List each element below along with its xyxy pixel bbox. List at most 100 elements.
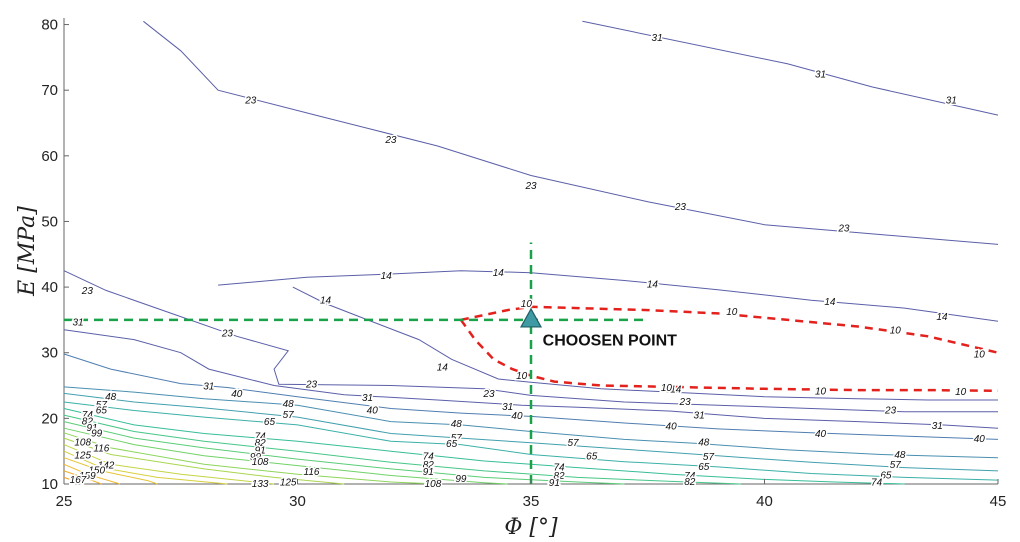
highlight-contour-line — [459, 319, 999, 393]
contour-label: 99 — [250, 452, 262, 463]
contour-label: 167 — [70, 475, 87, 486]
contour-line — [63, 270, 998, 413]
x-tick-label: 30 — [289, 493, 306, 510]
contour-label: 14 — [437, 363, 449, 374]
y-tick-label: 70 — [41, 82, 58, 99]
contour-label: 74 — [684, 471, 696, 482]
contour-label: 23 — [884, 405, 897, 416]
contour-label: 48 — [698, 437, 710, 448]
x-tick-label: 25 — [56, 493, 73, 510]
contour-label: 10 — [955, 387, 967, 398]
contour-line — [63, 432, 438, 485]
contour-label: 31 — [362, 393, 373, 404]
contour-label: 74 — [255, 432, 267, 443]
contour-label: 48 — [283, 399, 295, 410]
x-axis-title: Φ [°] — [504, 515, 558, 540]
contour-label: 57 — [96, 400, 108, 411]
y-tick-label: 40 — [41, 279, 58, 296]
contour-label: 82 — [255, 438, 267, 449]
contour-label: 14 — [647, 279, 659, 290]
highlight-contours — [459, 305, 999, 393]
contour-label: 57 — [567, 438, 579, 449]
contour-line — [63, 427, 508, 485]
contour-label: 142 — [98, 460, 115, 471]
contour-label: 14 — [824, 297, 836, 308]
contour-label: 57 — [890, 460, 902, 471]
chosen-point-label: CHOOSEN POINT — [543, 333, 677, 350]
contour-label: 23 — [81, 286, 94, 297]
contour-label: 40 — [367, 405, 379, 416]
contour-label: 48 — [894, 450, 906, 461]
contour-label: 74 — [871, 478, 883, 489]
contour-label: 65 — [264, 417, 276, 428]
contour-label: 14 — [670, 384, 682, 395]
contour-label: 23 — [674, 202, 687, 213]
contour-label: 40 — [815, 429, 827, 440]
contour-label: 48 — [105, 392, 117, 403]
contour-label: 91 — [86, 423, 97, 434]
guide-lines — [64, 242, 648, 484]
contour-label: 31 — [502, 402, 513, 413]
contour-label: 74 — [82, 410, 94, 421]
y-tick-label: 20 — [41, 410, 58, 427]
contour-label: 108 — [74, 437, 91, 448]
contour-label: 23 — [482, 389, 495, 400]
contour-line — [63, 392, 999, 472]
contour-label: 74 — [553, 462, 565, 473]
contour-label: 57 — [451, 433, 463, 444]
x-tick-label: 40 — [756, 493, 773, 510]
contour-label: 14 — [381, 271, 393, 282]
contour-line — [63, 329, 999, 429]
contour-label: 116 — [304, 467, 320, 478]
contour-line — [63, 444, 275, 485]
contour-label: 31 — [203, 382, 214, 393]
contour-line — [63, 476, 83, 485]
contour-label: 159 — [79, 471, 96, 482]
contour-label: 10 — [521, 299, 533, 310]
contour-label: 108 — [252, 457, 269, 468]
axis-ticks: 25 30 35 40 45 10 20 30 40 50 60 70 80 — [41, 17, 1006, 510]
contour-label: 57 — [703, 452, 715, 463]
contour-label: 14 — [493, 268, 505, 279]
contour-label: 31 — [652, 33, 663, 44]
contour-label: 31 — [72, 317, 83, 328]
contour-lines — [63, 20, 999, 485]
contour-line — [63, 463, 121, 485]
contour-label: 31 — [815, 69, 826, 80]
contour-line — [63, 401, 999, 481]
contour-label: 10 — [661, 383, 673, 394]
contour-label: 10 — [815, 386, 827, 397]
contour-line — [582, 20, 999, 116]
contour-label: 108 — [425, 479, 442, 490]
x-tick-label: 45 — [990, 493, 1007, 510]
contour-label: 10 — [890, 325, 902, 336]
contour-label: 23 — [679, 397, 692, 408]
x-tick-label: 35 — [523, 493, 540, 510]
contour-label: 23 — [837, 224, 850, 235]
contour-label: 91 — [423, 467, 434, 478]
contour-label: 74 — [423, 451, 435, 462]
contour-label: 91 — [255, 445, 266, 456]
contour-label: 82 — [553, 471, 565, 482]
contour-label: 65 — [96, 405, 108, 416]
contour-label: 99 — [455, 474, 467, 485]
contour-label: 40 — [231, 389, 243, 400]
highlight-contour-line — [460, 305, 999, 354]
contour-line — [218, 270, 999, 322]
contour-line — [63, 408, 905, 485]
contour-label: 40 — [511, 411, 523, 422]
contour-label: 23 — [244, 96, 257, 107]
contour-label: 99 — [91, 428, 103, 439]
contour-label: 82 — [82, 416, 94, 427]
contour-label: 23 — [305, 380, 318, 391]
contour-line — [63, 353, 999, 440]
contour-label: 65 — [446, 439, 458, 450]
contour-line — [63, 414, 742, 485]
contour-label: 125 — [74, 451, 91, 462]
contour-line — [143, 20, 999, 245]
chosen-point-marker — [519, 307, 543, 328]
contour-label: 82 — [684, 477, 696, 488]
y-tick-label: 60 — [41, 148, 58, 165]
contour-line — [63, 386, 999, 459]
